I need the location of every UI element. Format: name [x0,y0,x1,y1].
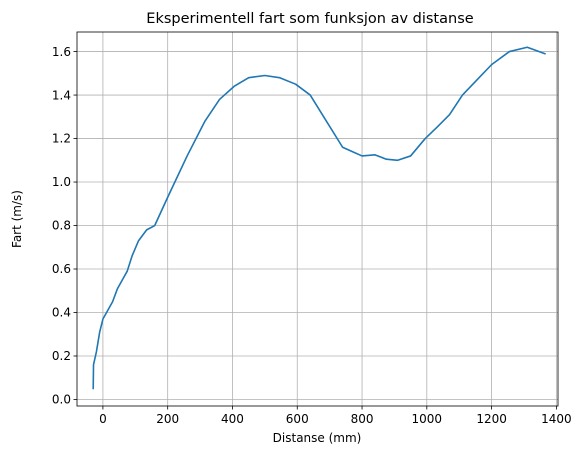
y-tick-label: 1.0 [52,175,71,189]
x-tick-label: 600 [286,412,309,426]
x-tick-label: 1400 [541,412,572,426]
x-tick-label: 0 [99,412,107,426]
y-tick-label: 1.4 [52,88,71,102]
y-tick-label: 0.6 [52,262,71,276]
x-axis-label: Distanse (mm) [273,431,362,445]
x-tick-label: 200 [156,412,179,426]
y-tick-label: 0.8 [52,219,71,233]
x-tick-label: 800 [351,412,374,426]
chart-title: Eksperimentell fart som funksjon av dist… [146,11,473,27]
series-line-0 [92,46,546,390]
y-tick-label: 1.2 [52,132,71,146]
y-axis-label: Fart (m/s) [10,190,24,248]
y-tick-label: 1.6 [52,45,71,59]
y-tick-label: 0.2 [52,349,71,363]
grid [77,32,558,406]
series-layer [92,46,546,390]
y-axis-ticks: 0.0 0.2 0.4 0.6 0.8 1.0 1.2 1.4 1.6 [52,45,77,407]
y-tick-label: 0.4 [52,306,71,320]
x-tick-label: 1000 [412,412,443,426]
plot-frame [76,31,559,407]
y-tick-label: 0.0 [52,393,71,407]
x-axis-ticks: 0 200 400 600 800 1000 1200 1400 [99,406,572,426]
x-tick-label: 1200 [476,412,507,426]
x-tick-label: 400 [221,412,244,426]
